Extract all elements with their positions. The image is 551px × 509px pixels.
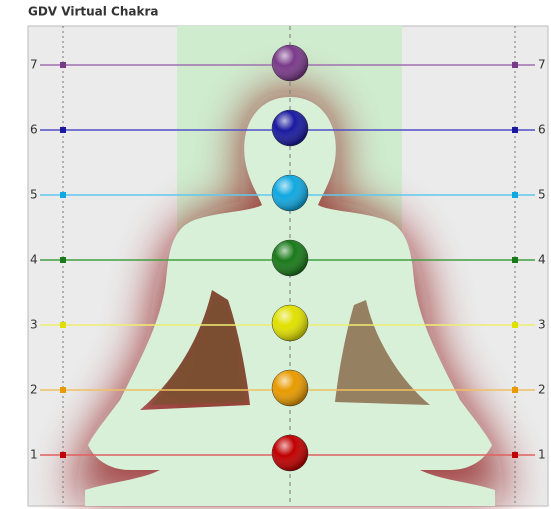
level-label-right: 7	[538, 58, 546, 72]
title: GDV Virtual Chakra	[28, 5, 159, 19]
chakra-shine	[272, 370, 308, 406]
level-dot	[60, 387, 66, 393]
level-dot	[60, 192, 66, 198]
level-dot	[60, 127, 66, 133]
chakra-shine	[272, 45, 308, 81]
level-label-left: 5	[30, 188, 38, 202]
chakra-shine	[272, 305, 308, 341]
level-dot	[512, 62, 518, 68]
level-label-right: 5	[538, 188, 546, 202]
level-dot	[512, 452, 518, 458]
level-label-left: 2	[30, 383, 38, 397]
chakra-diagram: GDV Virtual Chakra 1 1 2 2 3 3 4 4 5 5 6 6 7 7	[0, 0, 551, 509]
level-dot	[512, 387, 518, 393]
level-dot	[60, 322, 66, 328]
level-label-right: 6	[538, 123, 546, 137]
level-label-left: 7	[30, 58, 38, 72]
chakra-shine	[272, 435, 308, 471]
level-dot	[60, 62, 66, 68]
level-label-left: 4	[30, 253, 38, 267]
level-label-left: 3	[30, 318, 38, 332]
level-dot	[512, 257, 518, 263]
chakra-shine	[272, 110, 308, 146]
chakra-shine	[272, 175, 308, 211]
level-label-right: 3	[538, 318, 546, 332]
chakra-shine	[272, 240, 308, 276]
level-dot	[60, 452, 66, 458]
level-label-right: 2	[538, 383, 546, 397]
level-dot	[512, 192, 518, 198]
level-label-right: 4	[538, 253, 546, 267]
level-dot	[512, 127, 518, 133]
level-label-left: 6	[30, 123, 38, 137]
level-label-left: 1	[30, 448, 38, 462]
level-dot	[60, 257, 66, 263]
level-dot	[512, 322, 518, 328]
level-label-right: 1	[538, 448, 546, 462]
